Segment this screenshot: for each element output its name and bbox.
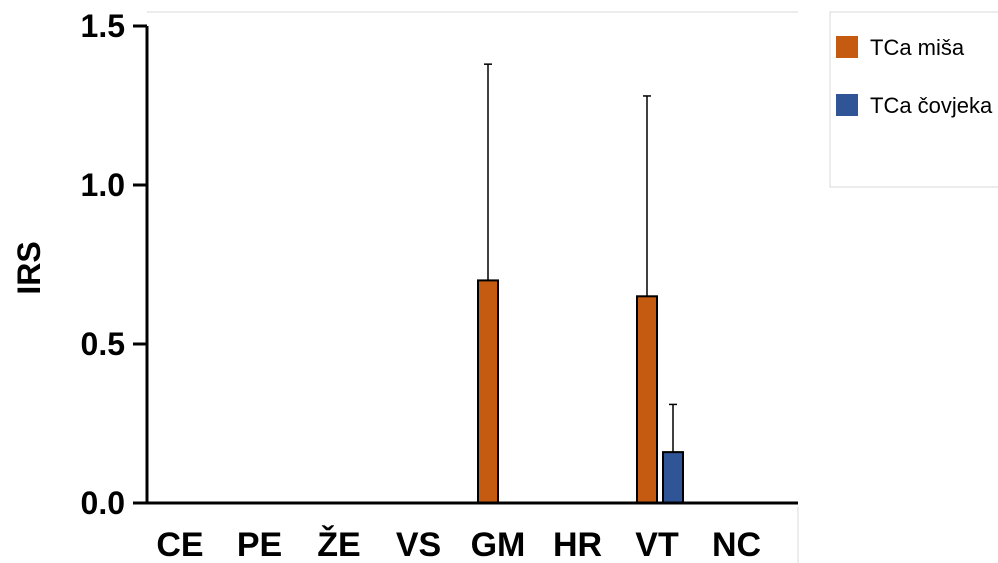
- bar-vt-series-0: [636, 295, 658, 504]
- bars-layer: [477, 279, 684, 504]
- x-tick-label-nc: NC: [712, 526, 761, 563]
- x-tick-label-hr: HR: [553, 526, 602, 563]
- y-tick-label-0.5: 0.5: [81, 326, 125, 362]
- bar-gm-series-0: [477, 279, 499, 504]
- legend-label-tca-misa: TCa miša: [870, 35, 965, 60]
- y-ticks-layer: 0.0 0.5 1.0 1.5: [81, 8, 147, 521]
- error-bars-layer: [484, 63, 677, 453]
- x-tick-label-vs: VS: [396, 526, 441, 563]
- x-tick-label-gm: GM: [471, 526, 526, 563]
- x-labels-layer: CE PE ŽE VS GM HR VT NC: [156, 526, 761, 563]
- legend-swatch-tca-covjeka: [836, 94, 858, 116]
- y-tick-label-1.5: 1.5: [81, 8, 125, 44]
- x-tick-label-ce: CE: [156, 526, 203, 563]
- y-tick-label-1.0: 1.0: [81, 167, 125, 203]
- x-tick-label-pe: PE: [237, 526, 282, 563]
- y-tick-label-0.0: 0.0: [81, 485, 125, 521]
- legend-label-tca-covjeka: TCa čovjeka: [870, 93, 993, 118]
- bar-vt-series-1: [662, 451, 684, 504]
- x-tick-label-že: ŽE: [317, 526, 360, 563]
- y-axis-label: IRS: [11, 241, 47, 294]
- x-tick-label-vt: VT: [635, 526, 679, 563]
- legend-swatch-tca-misa: [836, 36, 858, 58]
